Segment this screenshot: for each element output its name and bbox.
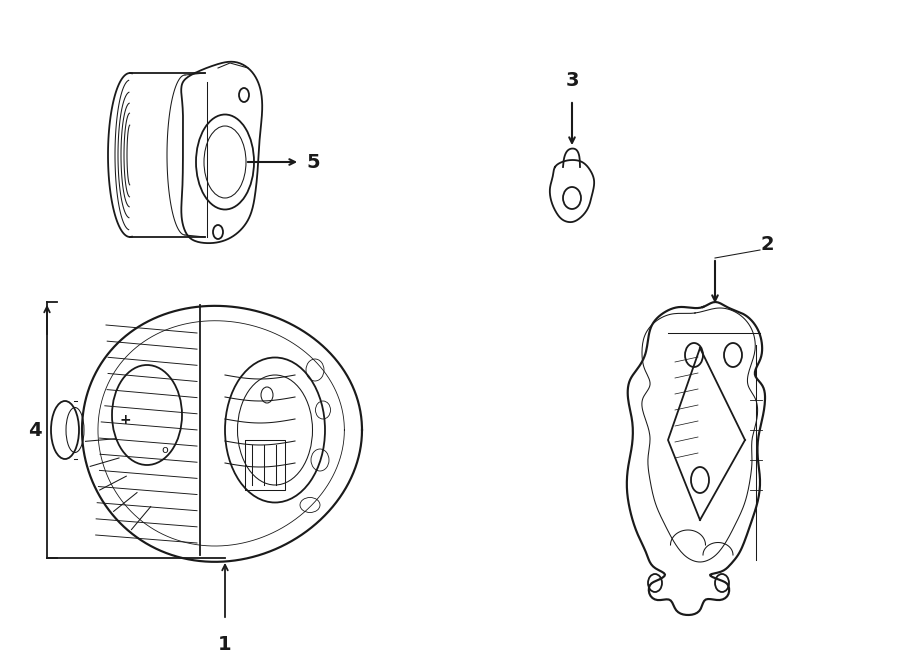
Text: +: + (119, 413, 130, 427)
Text: 4: 4 (29, 420, 42, 440)
Text: 1: 1 (218, 635, 232, 654)
Text: 3: 3 (565, 71, 579, 90)
Text: o: o (162, 445, 168, 455)
Text: 5: 5 (306, 153, 319, 171)
Text: 2: 2 (760, 235, 774, 254)
